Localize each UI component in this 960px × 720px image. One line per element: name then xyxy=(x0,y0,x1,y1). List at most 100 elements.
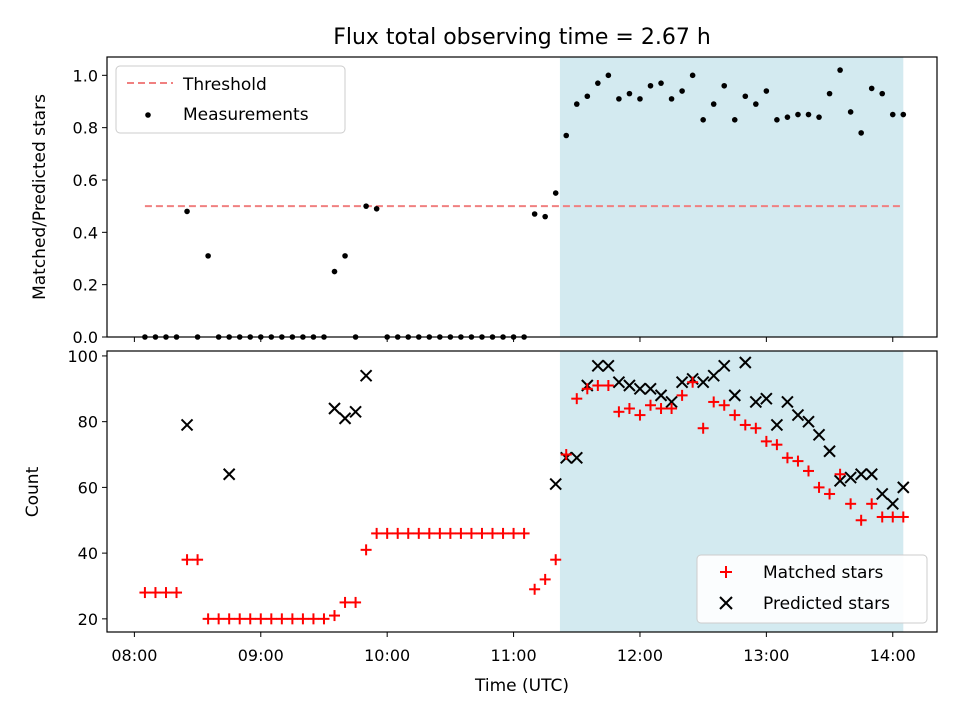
predicted-star-point xyxy=(739,356,752,369)
measurement-point xyxy=(858,130,864,136)
predicted-star-point xyxy=(812,428,826,442)
matched-star-point xyxy=(571,393,583,405)
predicted-star-point xyxy=(781,395,794,409)
matched-star-point xyxy=(276,613,288,625)
predicted-star-point xyxy=(612,376,626,389)
matched-star-point xyxy=(360,544,372,556)
chart-title: Flux total observing time = 2.67 h xyxy=(333,25,711,50)
matched-star-point xyxy=(729,409,741,421)
measurement-point xyxy=(721,82,728,89)
bottom-legend: Matched stars Predicted stars xyxy=(696,554,928,624)
matched-star-point xyxy=(592,380,604,392)
x-tick-label: 14:00 xyxy=(870,646,916,665)
predicted-star-point xyxy=(823,445,836,458)
matched-star-point xyxy=(687,376,699,388)
matched-star-point xyxy=(613,406,625,418)
top-y-tick-label: 0.2 xyxy=(73,276,98,295)
measurement-point xyxy=(795,111,801,118)
x-tick-label: 13:00 xyxy=(743,646,789,665)
predicted-star-point xyxy=(180,418,194,432)
bottom-y-tick-label: 80 xyxy=(78,413,98,432)
predicted-star-point xyxy=(654,389,668,402)
matched-star-point xyxy=(581,383,593,395)
matched-star-point xyxy=(181,554,193,566)
matched-star-point xyxy=(876,511,888,523)
measurement-point xyxy=(679,88,685,94)
x-tick-label: 09:00 xyxy=(238,646,284,665)
matched-star-point xyxy=(845,498,857,510)
matched-star-point xyxy=(223,613,235,625)
matched-star-point xyxy=(244,613,256,625)
matched-star-point xyxy=(855,514,867,526)
measurement-point xyxy=(689,72,696,79)
matched-star-point xyxy=(455,527,467,539)
legend-predicted-swatch xyxy=(719,596,733,610)
predicted-star-point xyxy=(728,389,741,402)
measurement-point xyxy=(342,253,348,259)
matched-star-point xyxy=(887,511,899,523)
matched-star-point xyxy=(508,527,520,539)
measurement-point xyxy=(753,101,759,107)
predicted-star-point xyxy=(897,481,910,494)
matched-star-point xyxy=(339,596,351,608)
matched-star-point xyxy=(760,435,772,447)
predicted-star-point xyxy=(359,369,373,382)
top-y-tick-label: 0.0 xyxy=(73,328,98,347)
bottom-axes-frame xyxy=(106,350,938,633)
top-shaded-region xyxy=(559,57,904,337)
measurement-point xyxy=(742,93,749,100)
predicted-star-point xyxy=(865,468,878,481)
legend-matched-swatch xyxy=(720,566,732,578)
matched-star-point xyxy=(771,439,783,451)
matched-star-point xyxy=(813,481,825,493)
predicted-star-point xyxy=(591,359,605,372)
measurement-point xyxy=(616,96,622,102)
predicted-star-point xyxy=(665,395,678,409)
matched-star-point xyxy=(897,511,909,523)
legend-threshold-label: Threshold xyxy=(182,75,267,95)
measurement-point xyxy=(363,203,369,209)
matched-star-point xyxy=(539,573,551,585)
predicted-star-point xyxy=(349,405,362,419)
matched-star-point xyxy=(171,587,183,599)
matched-star-point xyxy=(645,399,657,411)
matched-star-point xyxy=(550,554,562,566)
matched-star-point xyxy=(423,527,435,539)
x-tick-label: 10:00 xyxy=(364,646,410,665)
x-tick-label: 11:00 xyxy=(491,646,537,665)
measurement-point xyxy=(847,109,854,115)
measurement-point xyxy=(542,213,548,220)
matched-star-point xyxy=(866,498,878,510)
measurement-point xyxy=(658,80,664,86)
predicted-star-point xyxy=(802,415,815,428)
matched-star-point xyxy=(718,399,730,411)
top-y-axis-label: Matched/Predicted stars xyxy=(30,94,50,300)
measurement-point xyxy=(731,117,738,123)
matched-star-point xyxy=(834,468,846,480)
x-axis-label: Time (UTC) xyxy=(474,676,569,696)
bottom-y-tick-label: 20 xyxy=(78,610,98,629)
predicted-star-point xyxy=(770,418,784,432)
matched-star-point xyxy=(297,613,309,625)
measurement-point xyxy=(784,114,791,120)
legend-matched-label: Matched stars xyxy=(763,563,883,583)
bottom-panel: 20 40 60 80 100 08:00 09:00 10:00 11:00 12:00 13:… xyxy=(23,347,938,696)
matched-star-point xyxy=(265,613,277,625)
matched-star-point xyxy=(708,396,720,408)
predicted-star-point xyxy=(876,487,889,501)
predicted-star-point xyxy=(570,451,583,465)
measurement-point xyxy=(205,253,211,259)
legend-measurements-swatch xyxy=(145,112,151,118)
measurement-point xyxy=(605,72,612,79)
predicted-star-point xyxy=(749,395,763,409)
matched-star-point xyxy=(750,422,762,434)
matched-star-point xyxy=(139,587,151,599)
predicted-star-point xyxy=(844,471,857,484)
matched-star-point xyxy=(350,596,362,608)
predicted-star-point xyxy=(886,497,899,511)
bottom-y-tick-label: 40 xyxy=(78,544,98,563)
matched-star-point xyxy=(307,613,319,625)
top-axes-frame xyxy=(106,56,938,338)
measurement-point xyxy=(700,117,706,123)
